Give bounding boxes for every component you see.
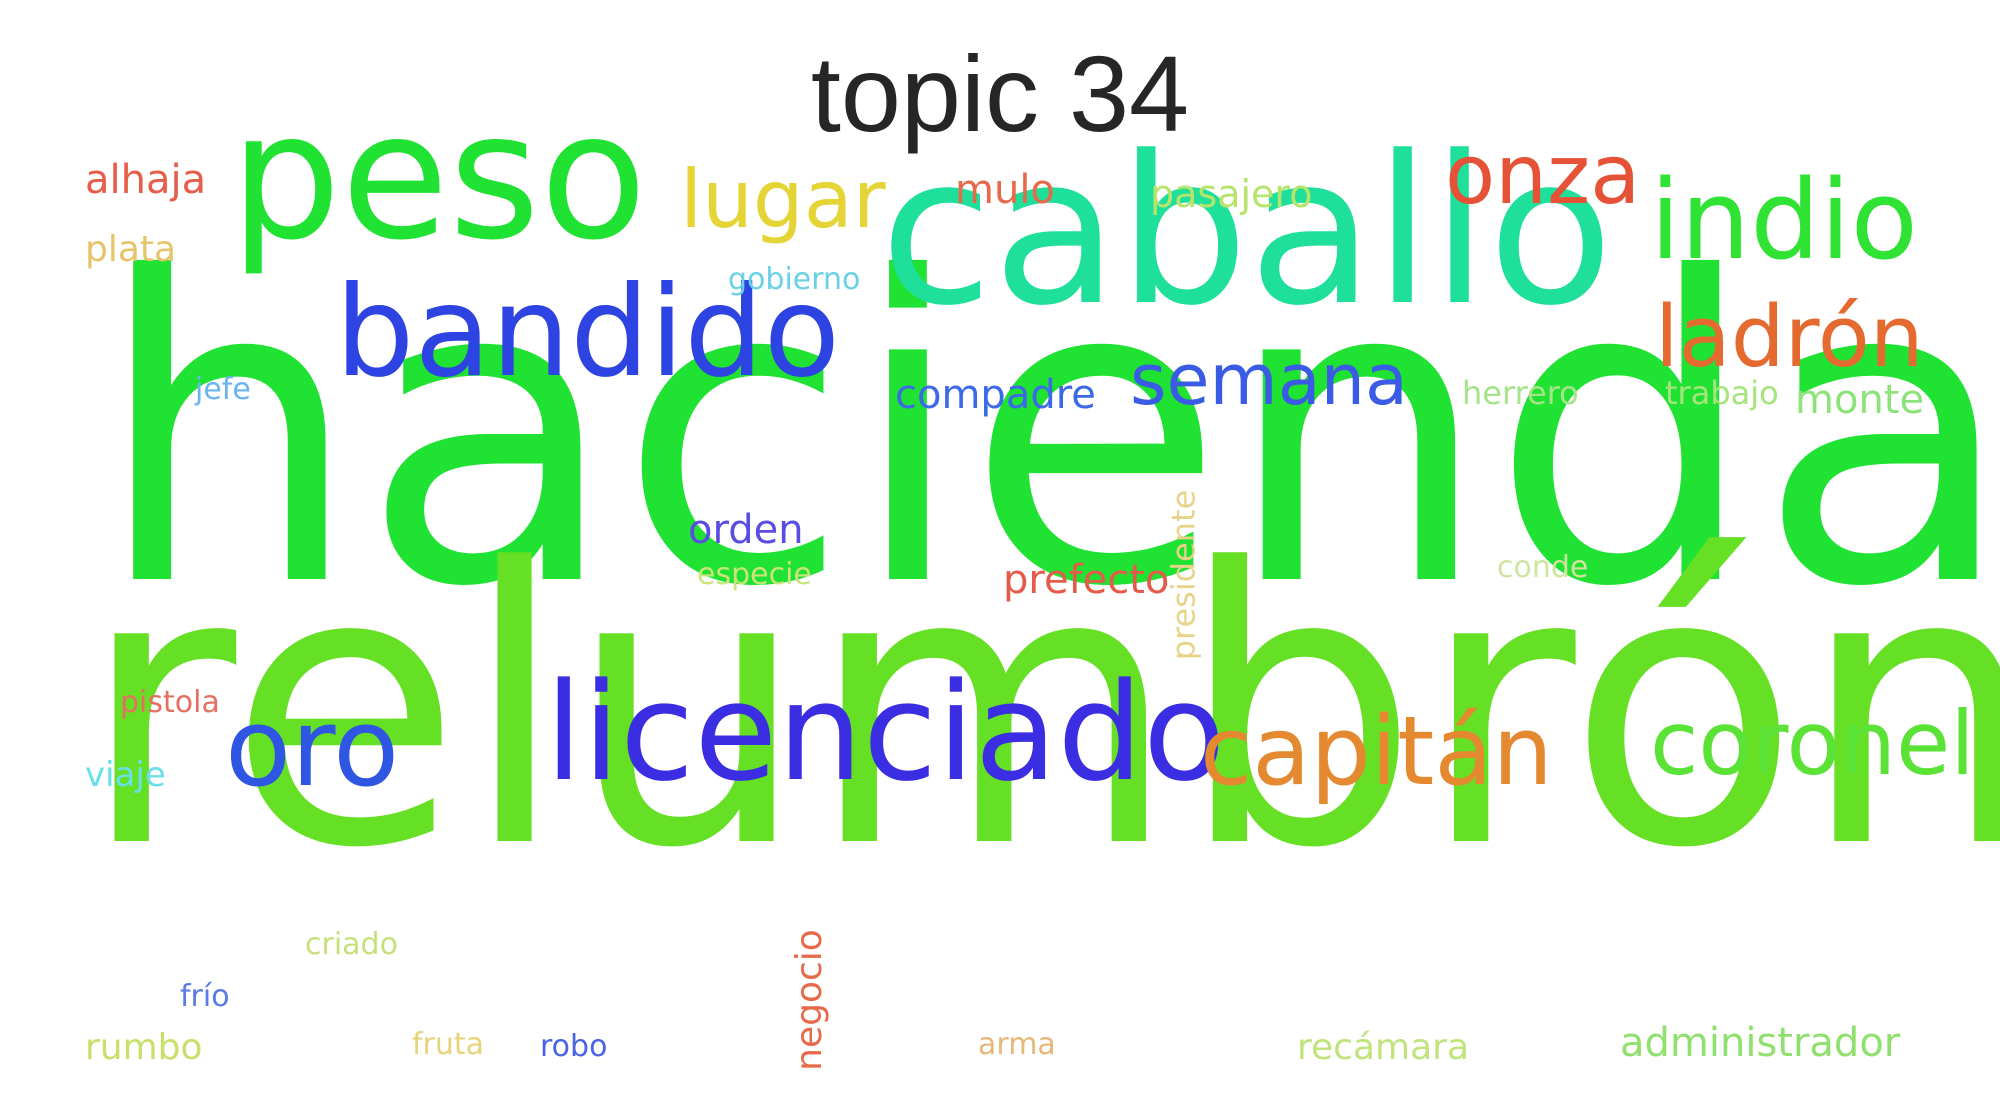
word-27: herrero	[1462, 374, 1579, 412]
word-6: bandido	[335, 260, 841, 405]
word-12: onza	[1445, 128, 1641, 223]
word-33: criado	[305, 927, 398, 962]
word-1: hacienda	[95, 190, 2000, 679]
word-38: jefe	[195, 372, 251, 407]
word-9: capitán	[1200, 697, 1553, 807]
word-21: alhaja	[85, 157, 207, 203]
word-29: especie	[697, 557, 812, 592]
word-31: viaje	[85, 755, 166, 795]
word-7: indio	[1650, 156, 1918, 284]
word-23: administrador	[1620, 1020, 1901, 1066]
word-10: coronel	[1650, 692, 1975, 795]
word-39: presidente	[1163, 489, 1202, 661]
word-40: negocio	[788, 929, 830, 1071]
word-25: recámara	[1297, 1027, 1470, 1068]
word-5: licenciado	[545, 654, 1226, 811]
word-36: robo	[540, 1029, 608, 1064]
word-22: plata	[85, 229, 177, 270]
word-24: rumbo	[85, 1027, 203, 1068]
word-18: monte	[1795, 377, 1925, 423]
word-14: semana	[1130, 339, 1408, 421]
word-28: trabajo	[1665, 374, 1779, 412]
word-13: lugar	[680, 153, 886, 246]
word-16: mulo	[955, 167, 1055, 213]
word-30: conde	[1497, 550, 1589, 585]
word-20: prefecto	[1003, 557, 1170, 603]
word-37: arma	[978, 1027, 1056, 1062]
word-32: pistola	[120, 685, 220, 720]
word-26: gobierno	[728, 262, 861, 297]
word-3: caballo	[880, 113, 1614, 351]
word-35: fruta	[412, 1027, 485, 1062]
word-15: compadre	[895, 372, 1096, 418]
word-11: ladrón	[1655, 288, 1924, 387]
word-34: frío	[180, 979, 230, 1014]
word-8: oro	[225, 686, 400, 811]
word-19: orden	[688, 507, 804, 553]
chart-title: topic 34	[810, 33, 1190, 154]
word-4: peso	[230, 76, 647, 279]
word-17: pasajero	[1150, 172, 1313, 216]
word-2: relumbrón	[80, 488, 2000, 931]
